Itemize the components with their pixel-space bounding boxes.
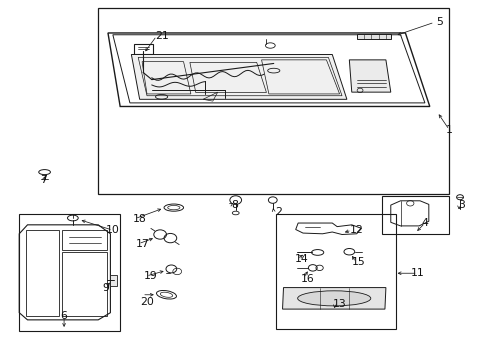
Text: 17: 17 <box>136 239 150 249</box>
Polygon shape <box>131 54 346 99</box>
Text: 9: 9 <box>102 283 109 293</box>
Text: 3: 3 <box>457 200 464 210</box>
Text: 11: 11 <box>410 268 424 278</box>
Text: 19: 19 <box>143 271 158 281</box>
Text: 14: 14 <box>295 254 308 264</box>
Polygon shape <box>356 34 390 40</box>
Text: 2: 2 <box>275 207 282 217</box>
Text: 21: 21 <box>154 31 168 41</box>
Text: 5: 5 <box>435 17 442 27</box>
Text: 10: 10 <box>106 225 120 235</box>
Text: 15: 15 <box>351 257 365 267</box>
Text: 4: 4 <box>421 218 427 228</box>
Text: 13: 13 <box>332 299 346 309</box>
Text: 16: 16 <box>301 274 314 284</box>
Text: 12: 12 <box>349 225 363 235</box>
Text: 6: 6 <box>61 311 67 321</box>
Polygon shape <box>348 60 390 92</box>
Ellipse shape <box>297 291 370 306</box>
Polygon shape <box>110 275 117 286</box>
Text: 8: 8 <box>231 200 238 210</box>
Text: 7: 7 <box>40 175 47 185</box>
Text: 18: 18 <box>133 214 146 224</box>
Text: 1: 1 <box>445 125 452 135</box>
Text: 20: 20 <box>140 297 154 307</box>
Polygon shape <box>282 288 385 309</box>
